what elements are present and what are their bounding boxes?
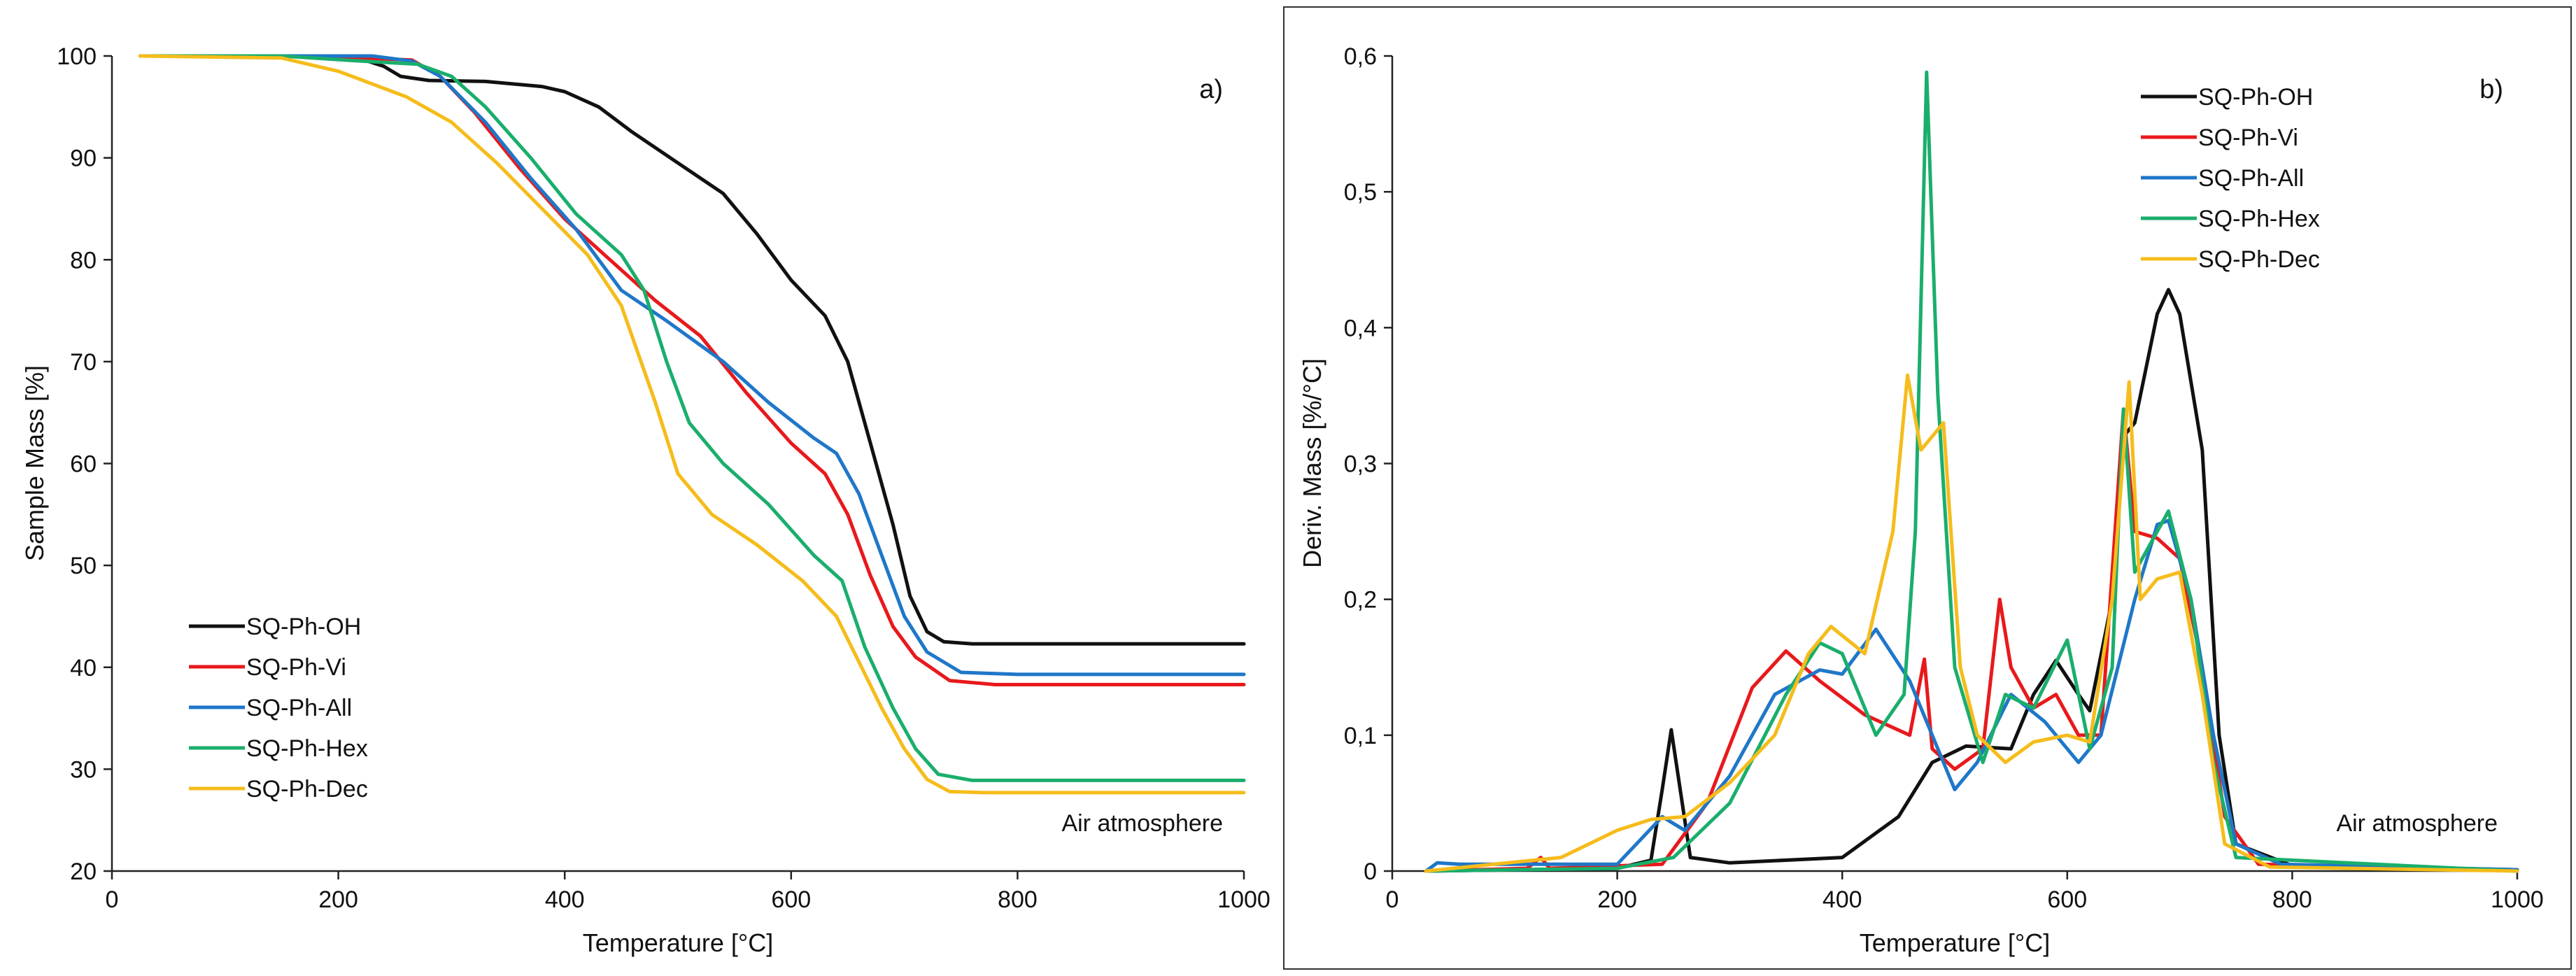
legend-entry: SQ-Ph-Hex: [246, 735, 368, 762]
y-tick-label: 0,6: [1344, 43, 1377, 70]
panel-a-annotation: Air atmosphere: [1061, 810, 1223, 837]
x-tick-label: 1000: [2491, 886, 2544, 913]
x-tick-label: 1000: [1217, 886, 1271, 913]
y-tick-label: 70: [70, 349, 97, 376]
x-tick-label: 400: [1823, 886, 1862, 913]
series-line-sq-ph-hex: [138, 54, 1246, 782]
panel-b-series-group: [1424, 70, 2519, 873]
y-tick-label: 0,4: [1344, 315, 1377, 341]
panel-b-label: b): [2479, 75, 2503, 104]
x-tick-label: 800: [998, 886, 1038, 913]
y-tick-label: 50: [70, 553, 97, 579]
legend-entry: SQ-Ph-OH: [2198, 84, 2313, 111]
panel-a-series-group: [138, 54, 1246, 795]
legend-entry: SQ-Ph-Vi: [246, 654, 346, 681]
legend-entry: SQ-Ph-OH: [246, 614, 361, 640]
panel-b: 0 200 400 600 800 1000 0 0,1 0,2 0,3 0,4 0,5 0,6 Tem…: [1283, 6, 2572, 970]
panel-a-x-axis-title: Temperature [°C]: [583, 928, 774, 957]
panel-a-label: a): [1199, 75, 1223, 104]
panel-a-y-axis-title: Sample Mass [%]: [20, 365, 49, 561]
legend-entry: SQ-Ph-Hex: [2198, 206, 2320, 232]
panel-a: 0 200 400 600 800 1000 20 30 40 50 60 70 80 90 100 Tem…: [20, 43, 1271, 957]
y-tick-label: 0,1: [1344, 723, 1377, 749]
panel-a-ticks: 0 200 400 600 800 1000 20 30 40 50 60 70 80 90 100: [57, 43, 1271, 913]
x-tick-label: 600: [771, 886, 811, 913]
y-tick-label: 0,5: [1344, 179, 1377, 206]
panel-b-ticks: 0 200 400 600 800 1000 0 0,1 0,2 0,3 0,4 0,5 0,6: [1344, 43, 2544, 913]
series-line-sq-ph-vi: [1424, 407, 2519, 873]
panel-b-frame: [1283, 6, 2572, 970]
y-tick-label: 30: [70, 756, 97, 783]
x-tick-label: 200: [1597, 886, 1637, 913]
y-tick-label: 40: [70, 655, 97, 681]
panel-b-annotation: Air atmosphere: [2336, 810, 2498, 837]
y-tick-label: 0,3: [1344, 451, 1377, 478]
y-tick-label: 20: [70, 858, 97, 885]
panel-b-x-axis-title: Temperature [°C]: [1860, 928, 2051, 957]
y-tick-label: 80: [70, 247, 97, 274]
legend-entry: SQ-Ph-Vi: [2198, 125, 2298, 151]
panel-b-y-axis-title: Deriv. Mass [%/°C]: [1298, 358, 1326, 568]
y-tick-label: 90: [70, 146, 97, 172]
series-line-sq-ph-vi: [138, 54, 1246, 686]
y-tick-label: 60: [70, 451, 97, 478]
panel-a-legend: SQ-Ph-OH SQ-Ph-Vi SQ-Ph-All SQ-Ph-Hex SQ-Ph-…: [189, 614, 368, 802]
legend-entry: SQ-Ph-Dec: [2198, 246, 2320, 273]
series-line-sq-ph-dec: [1424, 373, 2519, 873]
x-tick-label: 0: [1386, 886, 1399, 913]
y-tick-label: 0: [1364, 858, 1377, 885]
y-tick-label: 0,2: [1344, 587, 1377, 614]
legend-entry: SQ-Ph-Dec: [246, 776, 368, 802]
legend-entry: SQ-Ph-All: [2198, 165, 2304, 192]
x-tick-label: 400: [545, 886, 585, 913]
series-line-sq-ph-hex: [1424, 70, 2519, 873]
series-line-sq-ph-oh: [138, 54, 1246, 646]
y-tick-label: 100: [57, 43, 97, 70]
legend-entry: SQ-Ph-All: [246, 695, 352, 721]
series-line-sq-ph-oh: [1424, 288, 2519, 873]
panel-b-legend: SQ-Ph-OH SQ-Ph-Vi SQ-Ph-All SQ-Ph-Hex SQ-Ph-…: [2141, 84, 2320, 273]
x-tick-label: 200: [318, 886, 358, 913]
x-tick-label: 800: [2272, 886, 2312, 913]
series-line-sq-ph-dec: [138, 54, 1246, 795]
series-line-sq-ph-all: [138, 54, 1246, 677]
x-tick-label: 0: [106, 886, 119, 913]
x-tick-label: 600: [2047, 886, 2087, 913]
